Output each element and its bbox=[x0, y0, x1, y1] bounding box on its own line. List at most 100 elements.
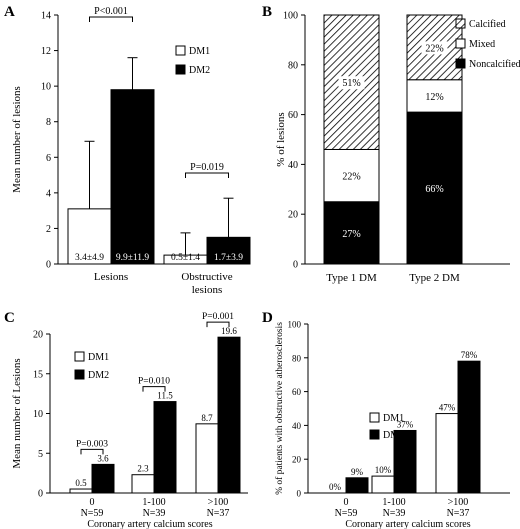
bar-dm1 bbox=[131, 474, 155, 494]
y-tick-label: 8 bbox=[46, 117, 51, 128]
significance-bracket bbox=[89, 16, 133, 22]
bar-dm2 bbox=[345, 477, 369, 494]
legend-swatch bbox=[74, 369, 85, 380]
data-label: 0.5 bbox=[75, 478, 87, 488]
panel-letter-a: A bbox=[4, 4, 15, 20]
significance-bracket bbox=[142, 386, 166, 392]
bar-dm1 bbox=[371, 475, 395, 494]
x-category-sublabel: N=59 bbox=[81, 508, 104, 519]
legend-swatch bbox=[175, 45, 186, 56]
data-label: 3.4±4.9 bbox=[75, 253, 104, 263]
data-label: 0.5±1.4 bbox=[171, 253, 200, 263]
x-category-sublabel: N=39 bbox=[143, 508, 166, 519]
y-tick-label: 2 bbox=[46, 224, 51, 235]
legend-label: DM1 bbox=[88, 352, 109, 363]
x-category-label: Type 1 DM bbox=[326, 272, 377, 284]
bar-dm2 bbox=[217, 336, 241, 494]
y-tick-label: 80 bbox=[288, 60, 298, 71]
data-label: 51% bbox=[342, 78, 360, 89]
legend-label: Calcified bbox=[469, 19, 506, 30]
data-label: 11.5 bbox=[157, 391, 173, 401]
significance-bracket bbox=[185, 172, 229, 178]
bar-dm2 bbox=[457, 360, 481, 494]
data-label: 12% bbox=[425, 92, 443, 103]
y-tick-label: 60 bbox=[292, 387, 302, 397]
y-axis-title: % of patients with obstructive atheroscl… bbox=[274, 322, 285, 495]
x-category-label: 1-100 bbox=[382, 497, 405, 508]
y-tick-label: 100 bbox=[288, 320, 302, 330]
bar-dm1 bbox=[69, 488, 93, 494]
data-label: 2.3 bbox=[137, 464, 149, 474]
y-tick-label: 100 bbox=[283, 11, 298, 22]
legend-label: Noncalcified bbox=[469, 59, 520, 70]
legend-label: DM2 bbox=[88, 370, 109, 381]
data-label: 22% bbox=[342, 172, 360, 183]
chart-b: 0 20 40 60 80 100 % of lesions 27% 22% 51% Type 1 … bbox=[275, 11, 520, 285]
panel-letter-c: C bbox=[4, 310, 15, 326]
data-label: 22% bbox=[425, 43, 443, 54]
y-tick-label: 10 bbox=[41, 82, 51, 93]
legend-swatch bbox=[455, 18, 466, 29]
chart-d: 0 20 40 60 80 100% of patients with obstructi… bbox=[274, 320, 510, 529]
y-tick-label: 5 bbox=[38, 449, 43, 460]
bar-dm1 bbox=[67, 208, 112, 265]
y-tick-label: 40 bbox=[292, 421, 302, 431]
legend-label: DM1 bbox=[189, 46, 210, 57]
p-value-label: P=0.003 bbox=[76, 439, 108, 449]
legend-label: Mixed bbox=[469, 39, 495, 50]
data-label: 1.7±3.9 bbox=[214, 253, 243, 263]
data-label: 9.9±11.9 bbox=[116, 253, 150, 263]
p-value-label: P=0.001 bbox=[202, 312, 234, 322]
y-tick-label: 0 bbox=[38, 489, 43, 500]
x-axis-title: Coronary artery calcium scores bbox=[345, 519, 470, 529]
panel-letter-d: D bbox=[262, 310, 273, 326]
y-axis-title: % of lesions bbox=[275, 112, 287, 166]
x-category-sublabel: N=37 bbox=[447, 508, 470, 519]
data-label: 9% bbox=[351, 467, 364, 477]
p-value-label: P=0.019 bbox=[190, 162, 224, 173]
data-label: 78% bbox=[461, 350, 478, 360]
data-label: 3.6 bbox=[97, 453, 109, 463]
x-category-label: 0 bbox=[344, 497, 349, 508]
x-category-label: Type 2 DM bbox=[409, 272, 460, 284]
x-axis-title: Coronary artery calcium scores bbox=[87, 519, 212, 529]
y-tick-label: 15 bbox=[33, 369, 43, 380]
x-category-label: lesions bbox=[192, 284, 223, 296]
data-label: 47% bbox=[439, 403, 456, 413]
x-category-label: 0 bbox=[90, 497, 95, 508]
significance-bracket bbox=[80, 448, 104, 455]
x-category-sublabel: N=39 bbox=[383, 508, 406, 519]
data-label: 8.7 bbox=[201, 413, 213, 423]
significance-bracket bbox=[206, 321, 230, 328]
x-category-label: >100 bbox=[208, 497, 229, 508]
chart-a: 0 2 4 6 8 10 12 14 Mean number of lesions 3.4±4.9… bbox=[11, 6, 251, 296]
x-category-label: Lesions bbox=[94, 271, 128, 283]
data-label: 0% bbox=[329, 482, 342, 492]
y-tick-label: 12 bbox=[41, 46, 51, 57]
bar-mixed bbox=[323, 148, 380, 203]
y-tick-label: 0 bbox=[297, 489, 302, 499]
bar-dm2 bbox=[110, 89, 155, 265]
x-category-label: 1-100 bbox=[142, 497, 165, 508]
x-category-label: Obstructive bbox=[181, 271, 232, 283]
x-category-label: >100 bbox=[448, 497, 469, 508]
y-tick-label: 20 bbox=[292, 455, 302, 465]
y-tick-label: 10 bbox=[33, 409, 43, 420]
label-background bbox=[421, 41, 448, 55]
p-value-label: P=0.010 bbox=[138, 377, 170, 387]
data-label: 19.6 bbox=[221, 326, 237, 336]
bar-dm2 bbox=[393, 429, 417, 494]
legend-swatch bbox=[455, 38, 466, 49]
bar-dm2 bbox=[206, 236, 251, 265]
y-tick-label: 60 bbox=[288, 110, 298, 121]
y-tick-label: 40 bbox=[288, 160, 298, 171]
data-label: 10% bbox=[375, 465, 392, 475]
bar-dm2 bbox=[153, 401, 177, 494]
bar-mixed bbox=[406, 79, 463, 113]
data-label: 66% bbox=[425, 184, 443, 195]
legend-swatch bbox=[369, 412, 380, 423]
legend-swatch bbox=[369, 429, 380, 440]
panel-letter-b: B bbox=[262, 4, 272, 20]
